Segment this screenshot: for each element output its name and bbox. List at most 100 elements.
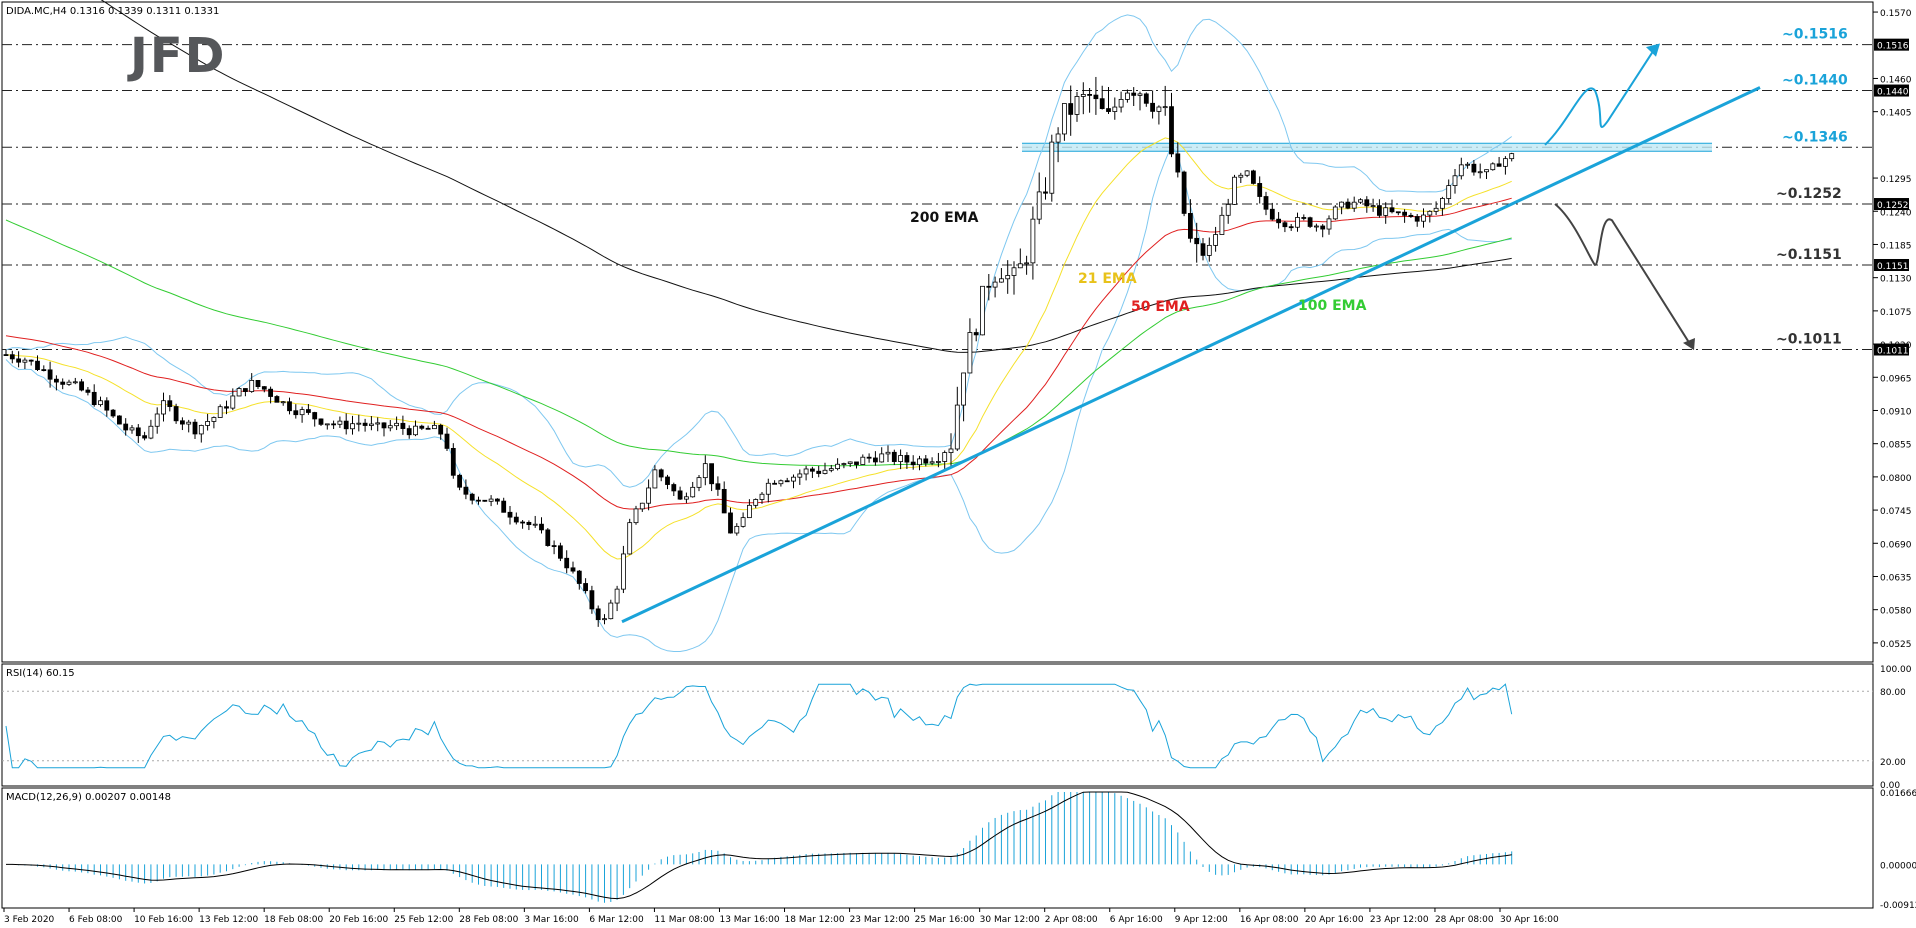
candle [381, 422, 387, 437]
level-price-box [1874, 258, 1909, 271]
level-label: ~0.1252 [1776, 186, 1842, 202]
macd-header: MACD(12,26,9) 0.00207 0.00148 [6, 792, 171, 803]
candle [942, 450, 948, 470]
candle [469, 492, 475, 505]
candle [1370, 198, 1376, 212]
candle [1326, 215, 1332, 235]
candle [476, 496, 481, 505]
candle [658, 468, 664, 482]
candle [810, 466, 815, 479]
level-label: ~0.1011 [1776, 332, 1842, 348]
candle [268, 386, 274, 404]
time-tick-label: 16 Apr 08:00 [1240, 915, 1299, 925]
candle [1194, 222, 1200, 263]
candle [1440, 196, 1445, 216]
candle [60, 378, 66, 390]
candle [1408, 212, 1414, 218]
candle [1055, 127, 1061, 163]
candle [224, 400, 229, 415]
candle [1465, 162, 1470, 169]
candle [709, 463, 714, 492]
candle [1452, 169, 1458, 194]
candle [1005, 260, 1011, 294]
candle [1087, 87, 1092, 113]
candle [1295, 212, 1300, 232]
price-tick-label: 0.1570 [1880, 9, 1912, 19]
candle [1106, 87, 1111, 115]
level-label: ~0.1346 [1782, 129, 1848, 145]
candle [331, 420, 337, 429]
time-tick-label: 28 Feb 08:00 [459, 915, 518, 925]
candle [992, 276, 998, 298]
candle [337, 416, 343, 428]
candle [936, 452, 941, 468]
candle [1288, 223, 1294, 231]
candle [532, 515, 538, 528]
ema200-line [100, 0, 1512, 353]
candle [482, 499, 488, 502]
candle [66, 379, 72, 386]
level-price-box [1874, 38, 1909, 51]
price-tick-label: 0.0965 [1880, 374, 1912, 384]
candle [1503, 156, 1508, 175]
ema50-label: 50 EMA [1131, 299, 1190, 315]
price-tick-label: 0.1130 [1880, 275, 1912, 285]
time-tick-label: 28 Apr 08:00 [1435, 915, 1494, 925]
candle [1496, 156, 1502, 167]
candle [1200, 237, 1206, 261]
bearish-projection-arrow [1554, 203, 1691, 345]
candle [1332, 205, 1338, 221]
candle [217, 404, 223, 418]
candle [1395, 211, 1401, 216]
candle [186, 419, 192, 433]
candle [425, 425, 431, 430]
time-tick-label: 23 Mar 12:00 [850, 915, 910, 925]
candle [431, 420, 437, 430]
candle [1490, 162, 1496, 171]
candle [72, 377, 78, 385]
candle [167, 395, 173, 412]
candle [1345, 198, 1351, 210]
candle [665, 474, 670, 490]
candle [980, 285, 985, 336]
candle [507, 505, 513, 525]
candle [759, 492, 765, 504]
candle [179, 417, 185, 431]
candle [1181, 170, 1187, 217]
candle [35, 355, 40, 371]
macd-signal-line [6, 791, 1512, 900]
candle [797, 469, 803, 485]
candle [494, 498, 500, 505]
candle [1175, 142, 1181, 178]
candle [1219, 206, 1225, 235]
time-tick-label: 20 Feb 16:00 [329, 915, 388, 925]
bearish-arrowhead [1683, 338, 1695, 351]
candle [1358, 198, 1363, 204]
candle [1225, 198, 1231, 224]
candle [1112, 97, 1118, 120]
candle [1169, 92, 1174, 158]
time-tick-label: 3 Feb 2020 [4, 915, 55, 925]
candle [684, 492, 689, 504]
candle [1339, 201, 1344, 215]
candle [526, 520, 532, 531]
candle [1030, 206, 1036, 280]
candle [54, 375, 59, 391]
price-tick-label: 0.1075 [1880, 308, 1912, 318]
candle [967, 318, 973, 374]
rsi-tick-label: 20.00 [1880, 758, 1906, 768]
price-tick-label: 0.0800 [1880, 474, 1912, 484]
candle [1011, 261, 1017, 295]
candle [948, 433, 954, 467]
candle [1074, 91, 1080, 122]
candle [1320, 224, 1326, 238]
level-label: ~0.1516 [1782, 27, 1848, 43]
candle [79, 378, 84, 392]
candle [999, 268, 1004, 283]
candle [9, 350, 15, 364]
time-tick-label: 25 Feb 12:00 [394, 915, 453, 925]
candle [1232, 174, 1237, 205]
candle [551, 540, 557, 555]
candle [608, 599, 614, 620]
